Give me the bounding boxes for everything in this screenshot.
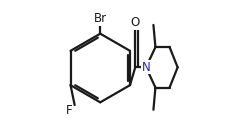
Text: Br: Br: [93, 12, 106, 25]
Text: N: N: [141, 61, 150, 74]
Text: F: F: [66, 104, 72, 117]
Text: O: O: [130, 16, 139, 29]
